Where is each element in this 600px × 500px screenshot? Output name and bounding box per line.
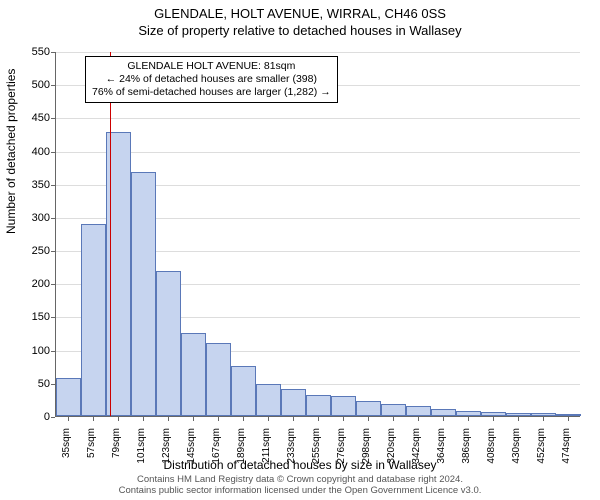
ytick-label: 50 <box>10 378 50 390</box>
x-axis-label: Distribution of detached houses by size … <box>0 458 600 472</box>
chart-title-main: GLENDALE, HOLT AVENUE, WIRRAL, CH46 0SS <box>0 0 600 21</box>
ytick-mark <box>51 284 55 285</box>
xtick-mark <box>568 417 569 421</box>
ytick-label: 0 <box>10 411 50 423</box>
histogram-bar <box>256 384 281 416</box>
histogram-bar <box>381 404 406 416</box>
xtick-mark <box>93 417 94 421</box>
xtick-mark <box>293 417 294 421</box>
histogram-bar <box>181 333 206 416</box>
xtick-mark <box>368 417 369 421</box>
ytick-label: 100 <box>10 345 50 357</box>
chart-plot-area <box>55 52 580 417</box>
ytick-label: 300 <box>10 212 50 224</box>
ytick-label: 450 <box>10 112 50 124</box>
xtick-mark <box>118 417 119 421</box>
xtick-mark <box>68 417 69 421</box>
histogram-bar <box>281 389 306 416</box>
ytick-mark <box>51 417 55 418</box>
xtick-mark <box>143 417 144 421</box>
ytick-mark <box>51 351 55 352</box>
annotation-line: GLENDALE HOLT AVENUE: 81sqm <box>92 60 331 73</box>
xtick-mark <box>493 417 494 421</box>
ytick-mark <box>51 251 55 252</box>
histogram-bar <box>431 409 456 416</box>
ytick-mark <box>51 384 55 385</box>
xtick-mark <box>518 417 519 421</box>
gridline <box>56 52 580 53</box>
ytick-mark <box>51 317 55 318</box>
histogram-bar <box>306 395 331 416</box>
ytick-label: 350 <box>10 179 50 191</box>
annotation-box: GLENDALE HOLT AVENUE: 81sqm← 24% of deta… <box>85 56 338 103</box>
histogram-bar <box>406 406 431 416</box>
xtick-mark <box>343 417 344 421</box>
xtick-mark <box>443 417 444 421</box>
ytick-label: 200 <box>10 278 50 290</box>
histogram-bar <box>56 378 81 416</box>
attribution-line1: Contains HM Land Registry data © Crown c… <box>137 474 463 485</box>
histogram-bar <box>556 414 581 416</box>
histogram-bar <box>206 343 231 416</box>
ytick-mark <box>51 152 55 153</box>
histogram-bar <box>456 411 481 416</box>
xtick-mark <box>418 417 419 421</box>
attribution-line2: Contains public sector information licen… <box>119 485 482 496</box>
marker-line <box>110 52 111 416</box>
xtick-mark <box>218 417 219 421</box>
ytick-label: 500 <box>10 79 50 91</box>
ytick-mark <box>51 185 55 186</box>
ytick-mark <box>51 52 55 53</box>
histogram-bar <box>331 396 356 416</box>
histogram-bar <box>506 413 531 416</box>
attribution-text: Contains HM Land Registry data © Crown c… <box>0 475 600 497</box>
gridline <box>56 118 580 119</box>
histogram-bar <box>481 412 506 416</box>
histogram-bar <box>231 366 256 416</box>
xtick-mark <box>168 417 169 421</box>
ytick-mark <box>51 85 55 86</box>
xtick-mark <box>543 417 544 421</box>
xtick-mark <box>318 417 319 421</box>
xtick-mark <box>393 417 394 421</box>
histogram-bar <box>356 401 381 416</box>
histogram-bar <box>531 413 556 416</box>
ytick-mark <box>51 218 55 219</box>
xtick-mark <box>268 417 269 421</box>
histogram-bar <box>156 271 181 416</box>
ytick-label: 150 <box>10 311 50 323</box>
gridline <box>56 152 580 153</box>
ytick-mark <box>51 118 55 119</box>
annotation-line: 76% of semi-detached houses are larger (… <box>92 86 331 99</box>
ytick-label: 250 <box>10 245 50 257</box>
chart-title-sub: Size of property relative to detached ho… <box>0 21 600 38</box>
histogram-bar <box>131 172 156 416</box>
xtick-mark <box>468 417 469 421</box>
ytick-label: 550 <box>10 46 50 58</box>
histogram-bar <box>81 224 106 416</box>
ytick-label: 400 <box>10 146 50 158</box>
annotation-line: ← 24% of detached houses are smaller (39… <box>92 73 331 86</box>
xtick-mark <box>193 417 194 421</box>
xtick-mark <box>243 417 244 421</box>
